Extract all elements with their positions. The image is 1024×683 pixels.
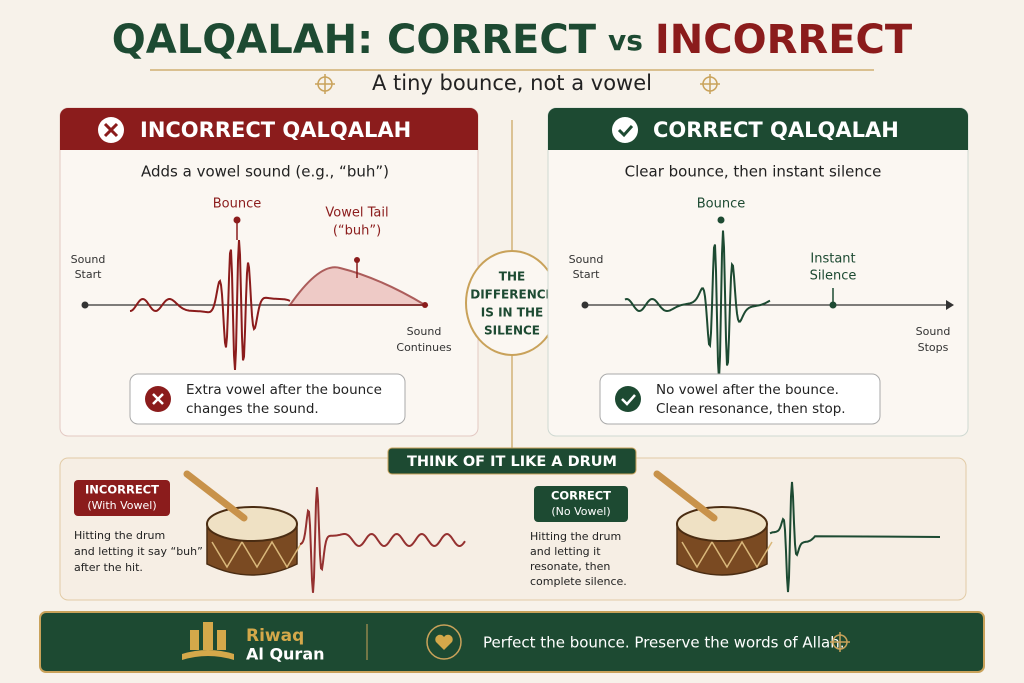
badge: (With Vowel) <box>87 499 156 512</box>
wave-label: Bounce <box>213 197 262 212</box>
dot <box>81 301 89 309</box>
title-left: QALQALAH: CORRECT <box>112 17 597 63</box>
drum-text: and letting it say “buh” <box>74 545 203 558</box>
title: QALQALAH: CORRECT vs INCORRECT <box>112 17 913 63</box>
vowel-tail <box>288 266 429 306</box>
badge-text: DIFFERENCE <box>470 288 554 302</box>
drum-text: after the hit. <box>74 561 143 574</box>
wave-label: (“buh”) <box>333 224 381 239</box>
wave-label: Sound <box>71 253 106 266</box>
panel-description: Clear bounce, then instant silence <box>625 163 882 181</box>
drum-text: Hitting the drum <box>530 530 621 543</box>
subtitle: A tiny bounce, not a vowel <box>372 71 652 95</box>
dot <box>422 302 428 308</box>
dot <box>233 216 241 224</box>
arrow <box>946 300 954 310</box>
brand: Riwaq <box>246 626 304 646</box>
drum-text: complete silence. <box>530 575 627 588</box>
badge: (No Vowel) <box>551 505 610 518</box>
drum-text: resonate, then <box>530 560 610 573</box>
note: Extra vowel after the bounce <box>186 382 382 398</box>
panel-description: Adds a vowel sound (e.g., “buh”) <box>141 163 389 181</box>
wave-label: Vowel Tail <box>325 206 388 221</box>
wave-label: Start <box>573 268 601 281</box>
drum-lacing <box>681 540 773 569</box>
title-right: INCORRECT <box>655 17 913 63</box>
drum-text: Hitting the drum <box>74 529 165 542</box>
dot <box>581 301 589 309</box>
note: Clean resonance, then stop. <box>656 401 846 417</box>
badge-text: THE <box>499 270 525 284</box>
waveform <box>129 240 291 370</box>
drumstick <box>653 470 718 522</box>
badge-text: IS IN THE <box>481 306 543 320</box>
badge: CORRECT <box>551 489 611 503</box>
wave-label: Continues <box>396 341 451 354</box>
waveform <box>624 230 771 380</box>
wave-label: Bounce <box>697 197 746 212</box>
drum-head <box>206 506 298 542</box>
drumstick <box>183 470 248 522</box>
tagline: Perfect the bounce. Preserve the words o… <box>483 634 844 652</box>
panel-title: CORRECT QALQALAH <box>653 118 899 142</box>
wave-label: Silence <box>810 269 857 284</box>
wave-label: Sound <box>569 253 604 266</box>
wave-label: Instant <box>810 252 855 267</box>
dot <box>354 257 360 263</box>
waveform <box>769 481 941 593</box>
wave-label: Start <box>75 268 103 281</box>
drum-lacing <box>211 540 303 569</box>
drum-head <box>676 506 768 542</box>
brand: Al Quran <box>246 645 325 664</box>
title-middle: vs <box>608 24 643 57</box>
dot <box>717 216 725 224</box>
note: changes the sound. <box>186 401 319 417</box>
panel-title: INCORRECT QALQALAH <box>140 118 411 142</box>
wave-label: Sound <box>916 325 951 338</box>
badge-text: SILENCE <box>484 324 540 338</box>
section-title: THINK OF IT LIKE A DRUM <box>407 454 617 470</box>
note: No vowel after the bounce. <box>656 382 839 398</box>
wave-label: Stops <box>918 341 949 354</box>
badge: INCORRECT <box>85 483 159 497</box>
waveform <box>299 487 466 593</box>
drum-text: and letting it <box>530 545 601 558</box>
wave-label: Sound <box>407 325 442 338</box>
